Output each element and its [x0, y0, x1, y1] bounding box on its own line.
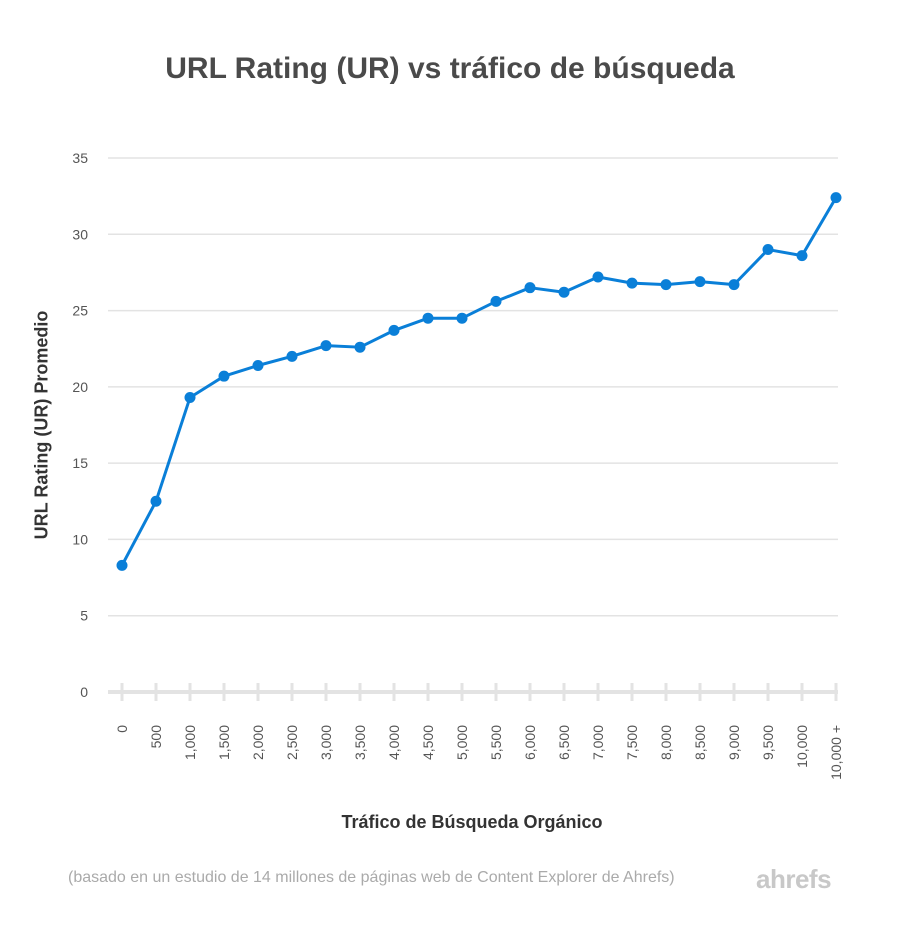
data-point — [184, 392, 196, 404]
data-point — [558, 286, 570, 298]
x-tick-label: 10,000 — [794, 725, 810, 768]
x-tick-label: 500 — [148, 725, 164, 749]
x-tick-label: 7,000 — [590, 725, 606, 760]
x-tick-label: 6,000 — [522, 725, 538, 760]
x-tick-label: 9,000 — [726, 725, 742, 760]
data-point — [456, 312, 468, 324]
x-tick-label: 6,500 — [556, 725, 572, 760]
data-point — [320, 340, 332, 352]
footnote: (basado en un estudio de 14 millones de … — [68, 869, 675, 886]
data-point — [796, 250, 808, 262]
x-tick-label: 8,000 — [658, 725, 674, 760]
x-tick-label: 1,500 — [216, 725, 232, 760]
x-tick-label: 4,000 — [386, 725, 402, 760]
data-point — [252, 359, 264, 371]
y-tick-label: 10 — [72, 531, 88, 547]
data-point — [694, 276, 706, 288]
data-point — [286, 350, 298, 362]
y-tick-label: 0 — [80, 684, 88, 700]
y-tick-label: 20 — [72, 379, 88, 395]
data-point — [592, 271, 604, 283]
x-tick-label: 3,000 — [318, 725, 334, 760]
data-point — [660, 279, 672, 291]
x-tick-label: 5,000 — [454, 725, 470, 760]
x-tick-label: 2,000 — [250, 725, 266, 760]
x-tick-label: 10,000 + — [828, 725, 844, 780]
data-point — [116, 559, 128, 571]
data-point — [524, 282, 536, 294]
x-tick-label: 0 — [114, 725, 130, 733]
x-tick-label: 2,500 — [284, 725, 300, 760]
x-axis-label: Tráfico de Búsqueda Orgánico — [341, 812, 603, 832]
data-point — [422, 312, 434, 324]
x-tick-label: 8,500 — [692, 725, 708, 760]
y-tick-label: 30 — [72, 226, 88, 242]
x-tick-label: 7,500 — [624, 725, 640, 760]
data-point — [728, 279, 740, 291]
data-point — [830, 192, 842, 204]
x-tick-label: 4,500 — [420, 725, 436, 760]
data-point — [354, 341, 366, 353]
data-point — [626, 277, 638, 289]
series-line — [120, 196, 838, 567]
y-tick-label: 35 — [72, 150, 88, 166]
data-point — [388, 324, 400, 336]
y-tick-label: 5 — [80, 608, 88, 624]
x-tick-label: 3,500 — [352, 725, 368, 760]
data-point — [150, 495, 162, 507]
y-tick-label: 15 — [72, 455, 88, 471]
data-point — [762, 244, 774, 256]
ahrefs-logo: ahrefs — [756, 864, 832, 894]
y-tick-label: 25 — [72, 303, 88, 319]
chart-title: URL Rating (UR) vs tráfico de búsqueda — [165, 52, 735, 85]
x-tick-label: 1,000 — [182, 725, 198, 760]
data-point — [218, 370, 230, 382]
data-point — [490, 295, 502, 307]
x-tick-label: 9,500 — [760, 725, 776, 760]
x-tick-label: 5,500 — [488, 725, 504, 760]
